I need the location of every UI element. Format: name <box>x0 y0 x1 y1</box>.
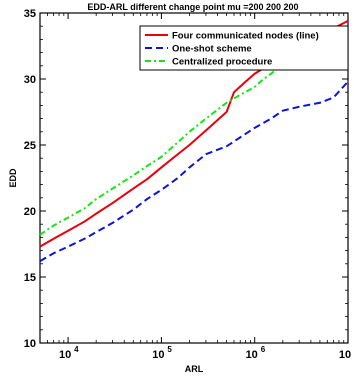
legend-label: Four communicated nodes (line) <box>172 31 319 42</box>
x-tick-base: 10 <box>339 349 351 361</box>
x-tick-label: 107 <box>339 349 351 361</box>
y-tick-label: 25 <box>24 140 36 152</box>
x-tick-exponent: 5 <box>167 345 172 354</box>
legend-label: One-shot scheme <box>172 44 252 55</box>
legend-label: Centralized procedure <box>172 57 272 68</box>
series-line-3 <box>39 35 349 236</box>
y-tick-label: 35 <box>24 8 36 20</box>
legend: Four communicated nodes (line) One-shot s… <box>139 25 349 71</box>
x-tick-exponent: 4 <box>74 345 79 354</box>
y-tick-label: 20 <box>24 206 36 218</box>
y-tick-label: 15 <box>24 272 36 284</box>
legend-entry: One-shot scheme <box>145 44 252 55</box>
y-axis-ticks: 10 15 20 25 30 35 <box>24 8 348 350</box>
x-tick-base: 10 <box>246 349 258 361</box>
x-axis-label: ARL <box>185 364 204 374</box>
y-tick-label: 10 <box>24 338 36 350</box>
minor-ticks <box>40 13 348 343</box>
x-tick-exponent: 6 <box>261 345 266 354</box>
x-axis-ticks: 104105106107 <box>59 13 351 361</box>
x-tick-label: 10 5 <box>152 345 172 361</box>
x-tick-base: 10 <box>152 349 164 361</box>
series-line-2 <box>39 80 349 263</box>
legend-entry: Four communicated nodes (line) <box>145 31 319 42</box>
legend-entry: Centralized procedure <box>145 57 272 68</box>
x-tick-label: 10 4 <box>59 345 79 361</box>
y-axis-label: EDD <box>8 168 18 188</box>
x-tick-label: 10 6 <box>246 345 266 361</box>
legend-box <box>139 25 349 71</box>
y-tick-label: 30 <box>24 74 36 86</box>
chart-title: EDD-ARL different change point mu =200 2… <box>87 2 298 12</box>
x-tick-base: 10 <box>59 349 71 361</box>
